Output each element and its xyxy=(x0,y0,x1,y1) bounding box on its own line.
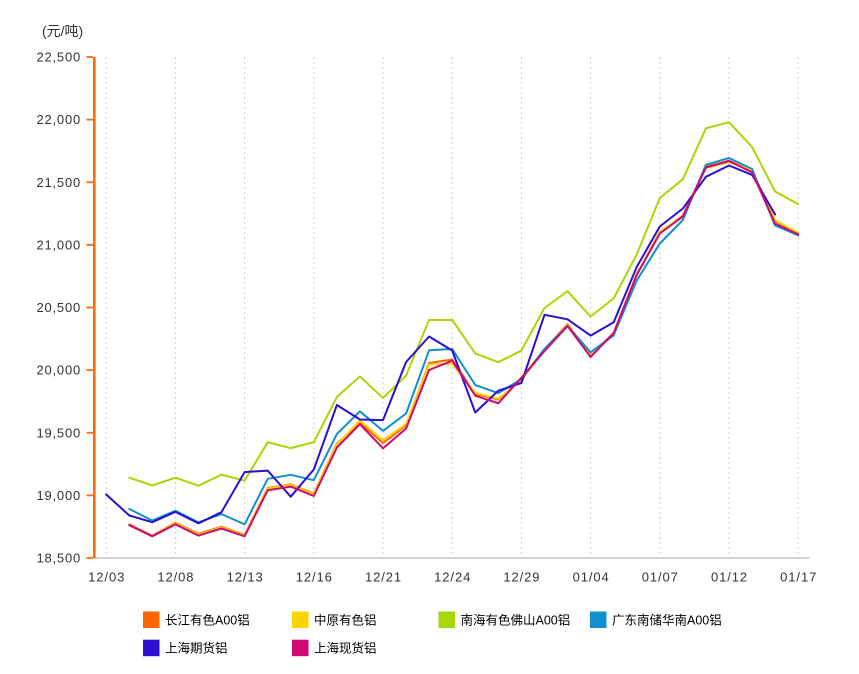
svg-text:12/29: 12/29 xyxy=(503,570,540,585)
svg-text:(元/吨): (元/吨) xyxy=(42,23,83,39)
svg-text:长江有色A00铝: 长江有色A00铝 xyxy=(165,613,250,628)
svg-text:22,500: 22,500 xyxy=(36,50,81,65)
svg-text:12/24: 12/24 xyxy=(434,570,471,585)
svg-text:20,000: 20,000 xyxy=(36,363,81,378)
svg-text:12/03: 12/03 xyxy=(88,570,125,585)
svg-text:01/04: 01/04 xyxy=(573,570,610,585)
svg-text:中原有色铝: 中原有色铝 xyxy=(314,613,377,628)
svg-text:12/13: 12/13 xyxy=(227,570,264,585)
svg-text:19,500: 19,500 xyxy=(36,425,81,440)
svg-text:上海现货铝: 上海现货铝 xyxy=(314,641,377,656)
svg-text:01/17: 01/17 xyxy=(780,570,817,585)
svg-text:广东南储华南A00铝: 广东南储华南A00铝 xyxy=(612,613,722,628)
svg-text:19,000: 19,000 xyxy=(36,488,81,503)
svg-text:01/12: 01/12 xyxy=(711,570,748,585)
svg-text:21,000: 21,000 xyxy=(36,238,81,253)
svg-text:12/21: 12/21 xyxy=(365,570,402,585)
svg-text:22,000: 22,000 xyxy=(36,112,81,127)
svg-text:20,500: 20,500 xyxy=(36,300,81,315)
svg-text:12/08: 12/08 xyxy=(157,570,194,585)
svg-text:上海期货铝: 上海期货铝 xyxy=(165,641,228,656)
svg-text:01/07: 01/07 xyxy=(642,570,679,585)
svg-text:21,500: 21,500 xyxy=(36,175,81,190)
svg-text:18,500: 18,500 xyxy=(36,551,81,566)
svg-text:12/16: 12/16 xyxy=(296,570,333,585)
svg-text:南海有色佛山A00铝: 南海有色佛山A00铝 xyxy=(461,613,571,628)
